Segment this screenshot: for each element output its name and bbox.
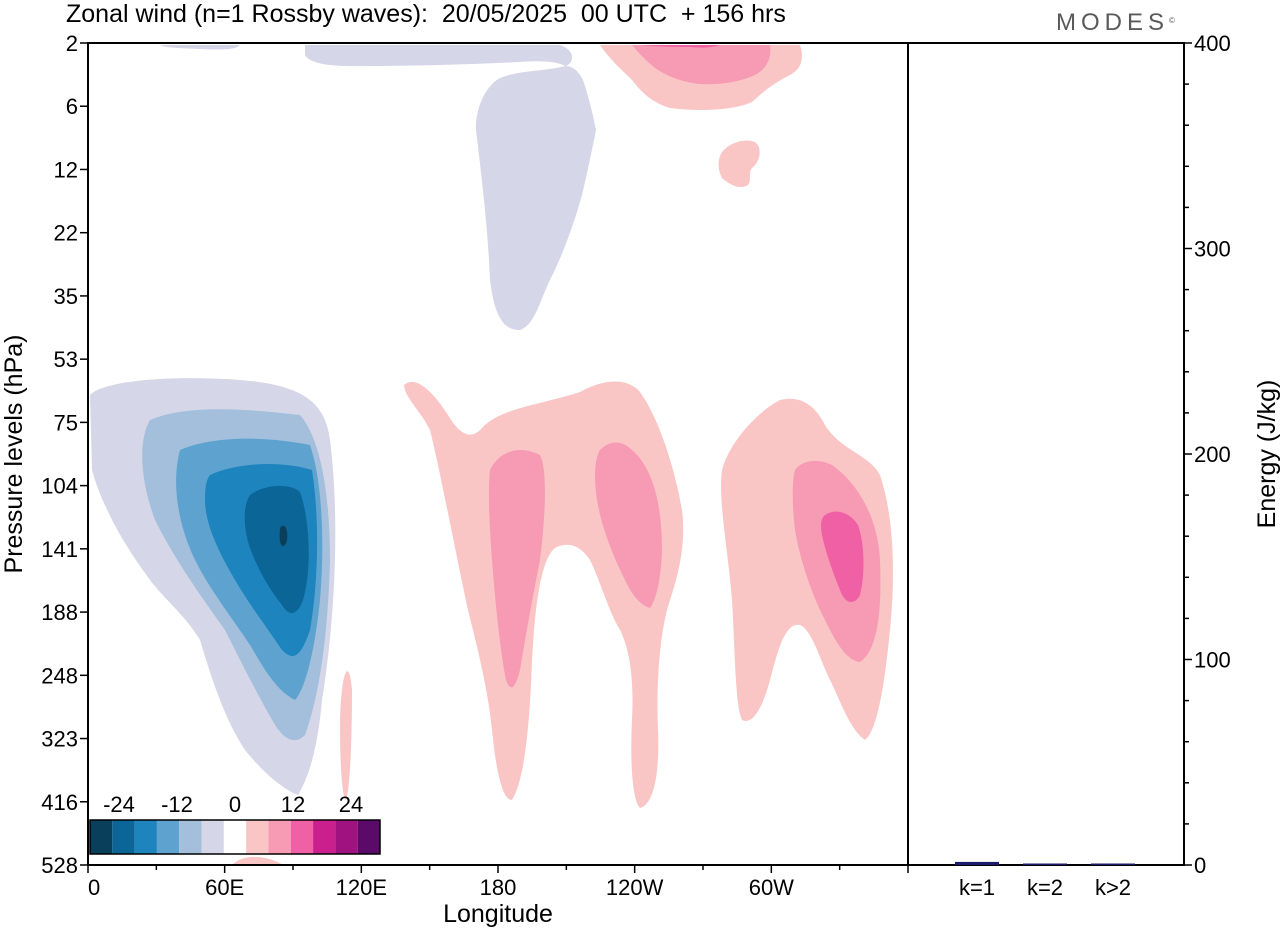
pressure-axis: 2 6 12 22 35 53 75 104 141 188 248 323 416 528 [41, 31, 88, 878]
contour-neg-strat [305, 45, 596, 330]
energy-tick-label: 0 [1194, 853, 1206, 878]
contour-pos-bottom [232, 856, 283, 865]
colorbar-swatch [313, 820, 336, 854]
energy-bar-2 [1023, 863, 1067, 865]
contour-pos-strat-10 [632, 45, 771, 85]
colorbar-frame [89, 819, 381, 855]
energy-axis-label: Energy (J/kg) [1253, 380, 1280, 529]
colorbar-swatch [268, 820, 291, 854]
logo-text: MODES [1056, 9, 1170, 36]
pressure-tick-label: 528 [41, 853, 78, 878]
longitude-tick-label: 120W [606, 875, 664, 900]
colorbar-swatch [179, 820, 202, 854]
contour-pos-15-c [821, 511, 864, 602]
contour-pos-10-a [488, 450, 545, 688]
contour-field [90, 45, 893, 865]
colorbar-tick-label: 24 [339, 792, 363, 817]
contour-pos-strip [340, 671, 352, 800]
colorbar-swatch [357, 820, 380, 854]
colorbar-tick-label: -12 [161, 792, 193, 817]
pressure-tick-label: 323 [41, 727, 78, 752]
pressure-tick-label: 53 [54, 347, 78, 372]
contour-pos-10-b [595, 442, 662, 608]
longitude-tick-label: 60W [749, 875, 794, 900]
colorbar-swatch [156, 820, 180, 854]
contour-neg-25 [244, 485, 309, 614]
wavenumber-label: k=1 [959, 875, 995, 900]
logo-mark: © [1169, 16, 1175, 25]
wavenumber-label: k=2 [1027, 875, 1063, 900]
energy-axis: 0 100 200 300 400 [1184, 31, 1231, 878]
x-axis-label: Longitude [443, 900, 553, 928]
colorbar-swatch [201, 820, 224, 854]
pressure-tick-label: 141 [41, 537, 78, 562]
wavenumber-axis: k=1 k=2 k>2 [959, 875, 1131, 900]
contour-neg-30 [279, 525, 288, 546]
colorbar-swatch [290, 820, 314, 854]
energy-bars [955, 861, 1135, 865]
longitude-tick-label: 120E [336, 875, 387, 900]
colorbar-swatch [335, 820, 358, 854]
energy-tick-label: 100 [1194, 648, 1231, 673]
contour-neg-strat-2 [160, 45, 240, 50]
colorbar-swatch [90, 820, 113, 854]
modes-logo: MODES© [1056, 9, 1175, 37]
colorbar-tick-label: 12 [281, 792, 305, 817]
y-axis-label: Pressure levels (hPa) [0, 335, 28, 574]
energy-tick-label: 200 [1194, 442, 1231, 467]
wavenumber-label: k>2 [1095, 875, 1131, 900]
pressure-tick-label: 35 [54, 284, 78, 309]
energy-bar-1 [955, 861, 999, 865]
colorbar-tick-label: -24 [103, 792, 135, 817]
longitude-tick-label: 0 [88, 875, 100, 900]
pressure-tick-label: 248 [41, 663, 78, 688]
pressure-tick-label: 22 [54, 221, 78, 246]
pressure-tick-label: 6 [66, 94, 78, 119]
contour-pos-strat-15 [640, 45, 720, 48]
longitude-tick-label: 60E [205, 875, 244, 900]
bar-plot-frame [907, 42, 1185, 866]
colorbar-tick-label: 0 [229, 792, 241, 817]
colorbar: -24 -12 0 12 24 [89, 792, 381, 855]
chart-title: Zonal wind (n=1 Rossby waves): 20/05/202… [66, 0, 786, 28]
colorbar-swatch [112, 820, 135, 854]
energy-bar-3 [1091, 863, 1135, 865]
longitude-axis: 0 60E 120E 180 120W 60W [87, 865, 909, 900]
energy-tick-label: 300 [1194, 237, 1231, 262]
pressure-tick-label: 104 [41, 474, 78, 499]
pressure-tick-label: 12 [54, 157, 78, 182]
colorbar-swatch [134, 820, 157, 854]
pressure-tick-label: 75 [54, 410, 78, 435]
contour-pos-small [718, 140, 760, 188]
pressure-tick-label: 416 [41, 790, 78, 815]
colorbar-swatch [246, 820, 269, 854]
pressure-tick-label: 188 [41, 600, 78, 625]
longitude-tick-label: 180 [480, 875, 517, 900]
colorbar-swatch [223, 820, 247, 854]
energy-tick-label: 400 [1194, 31, 1231, 56]
pressure-tick-label: 2 [66, 31, 78, 56]
